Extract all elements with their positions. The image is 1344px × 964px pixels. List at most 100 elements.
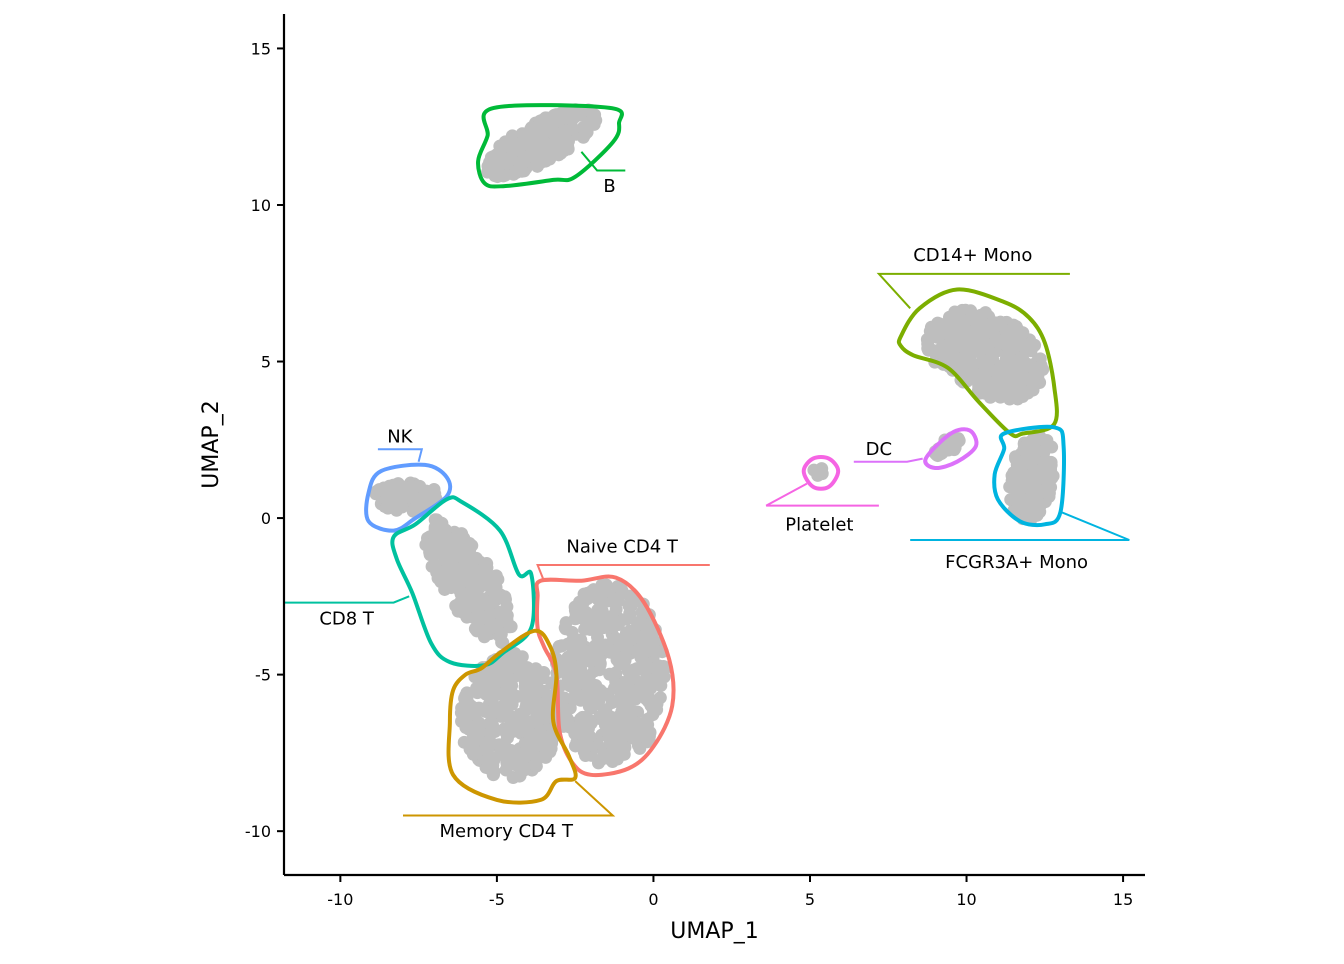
cell-point bbox=[525, 134, 539, 148]
cell-point bbox=[524, 122, 538, 136]
cell-point bbox=[591, 603, 605, 617]
cell-point bbox=[1024, 456, 1038, 470]
cell-point bbox=[525, 727, 539, 741]
cell-point bbox=[500, 758, 514, 772]
axes: -10 -5 0 5 10 15 -10 -5 0 5 10 15 UMAP_1 UMAP_2 bbox=[199, 14, 1145, 944]
x-tick-label: 15 bbox=[1113, 890, 1133, 909]
cell-point bbox=[505, 697, 519, 711]
cell-point bbox=[453, 599, 467, 613]
cell-point bbox=[620, 643, 634, 657]
cell-point bbox=[931, 330, 945, 344]
cell-point bbox=[612, 718, 626, 732]
cell-point bbox=[473, 598, 487, 612]
cell-point bbox=[633, 681, 647, 695]
cell-point bbox=[1037, 444, 1051, 458]
cell-point bbox=[400, 489, 414, 503]
y-axis-title: UMAP_2 bbox=[199, 400, 224, 488]
cell-point bbox=[623, 606, 637, 620]
cell-point bbox=[609, 666, 623, 680]
cell-point bbox=[615, 584, 629, 598]
cell-point bbox=[457, 735, 471, 749]
cell-point bbox=[484, 621, 498, 635]
cell-point bbox=[543, 745, 557, 759]
cell-point bbox=[568, 739, 582, 753]
cell-point bbox=[455, 545, 469, 559]
cluster-label: Memory CD4 T bbox=[440, 821, 575, 842]
cell-point bbox=[924, 342, 938, 356]
points-layer bbox=[369, 103, 1060, 784]
cluster-hull-memory-cd4-t bbox=[446, 628, 578, 805]
cell-point bbox=[480, 754, 494, 768]
cluster-hull-dc bbox=[923, 427, 979, 471]
cell-point bbox=[384, 487, 398, 501]
cell-point bbox=[491, 161, 505, 175]
cell-point bbox=[455, 714, 469, 728]
cell-point bbox=[584, 716, 598, 730]
cell-point bbox=[959, 323, 973, 337]
cell-point bbox=[543, 152, 557, 166]
cell-point bbox=[491, 687, 505, 701]
cell-point bbox=[1013, 491, 1027, 505]
cell-point bbox=[652, 659, 666, 673]
cell-point bbox=[988, 319, 1002, 333]
cell-point bbox=[430, 547, 444, 561]
cell-point bbox=[514, 155, 528, 169]
cell-point bbox=[1016, 326, 1030, 340]
cell-point bbox=[491, 572, 505, 586]
cell-point bbox=[564, 720, 578, 734]
cell-point bbox=[508, 136, 522, 150]
cell-point bbox=[576, 643, 590, 657]
cell-point bbox=[521, 664, 535, 678]
cell-point bbox=[425, 559, 439, 573]
cell-point bbox=[442, 562, 456, 576]
cell-point bbox=[1030, 499, 1044, 513]
cell-point bbox=[536, 121, 550, 135]
cell-point bbox=[537, 729, 551, 743]
x-tick-label: 0 bbox=[648, 890, 658, 909]
cell-point bbox=[595, 588, 609, 602]
cell-point bbox=[559, 622, 573, 636]
cell-point bbox=[395, 500, 409, 514]
cell-point bbox=[503, 152, 517, 166]
cell-point bbox=[568, 603, 582, 617]
y-tick-label: 10 bbox=[251, 196, 271, 215]
cell-point bbox=[576, 130, 590, 144]
cell-point bbox=[597, 621, 611, 635]
cell-point bbox=[644, 693, 658, 707]
cell-point bbox=[425, 537, 439, 551]
cell-point bbox=[964, 304, 978, 318]
cluster-hull-nk bbox=[364, 462, 453, 533]
cell-point bbox=[1004, 389, 1018, 403]
cell-point bbox=[1030, 508, 1044, 522]
cell-point bbox=[558, 691, 572, 705]
cluster-hull-platelet bbox=[801, 455, 841, 491]
cell-point bbox=[576, 653, 590, 667]
label-leader-line bbox=[284, 595, 410, 604]
cell-point bbox=[566, 122, 580, 136]
cell-point bbox=[974, 308, 988, 322]
cell-point bbox=[429, 524, 443, 538]
cell-point bbox=[370, 484, 384, 498]
cluster-label: B bbox=[603, 176, 615, 197]
cell-point bbox=[1023, 384, 1037, 398]
cluster-label: Naive CD4 T bbox=[566, 536, 679, 557]
cell-point bbox=[644, 681, 658, 695]
cell-point bbox=[466, 747, 480, 761]
cell-point bbox=[1044, 455, 1058, 469]
cell-point bbox=[598, 718, 612, 732]
cell-point bbox=[483, 596, 497, 610]
cell-point bbox=[623, 672, 637, 686]
cell-point bbox=[609, 632, 623, 646]
cell-point bbox=[568, 690, 582, 704]
cell-point bbox=[530, 159, 544, 173]
label-leader-line bbox=[910, 510, 1130, 541]
x-tick-label: -10 bbox=[327, 890, 353, 909]
cell-point bbox=[610, 614, 624, 628]
cell-point bbox=[529, 758, 543, 772]
label-leader-line bbox=[377, 448, 424, 462]
cell-point bbox=[567, 110, 581, 124]
cell-point bbox=[550, 111, 564, 125]
cell-point bbox=[963, 349, 977, 363]
cell-point bbox=[815, 467, 829, 481]
